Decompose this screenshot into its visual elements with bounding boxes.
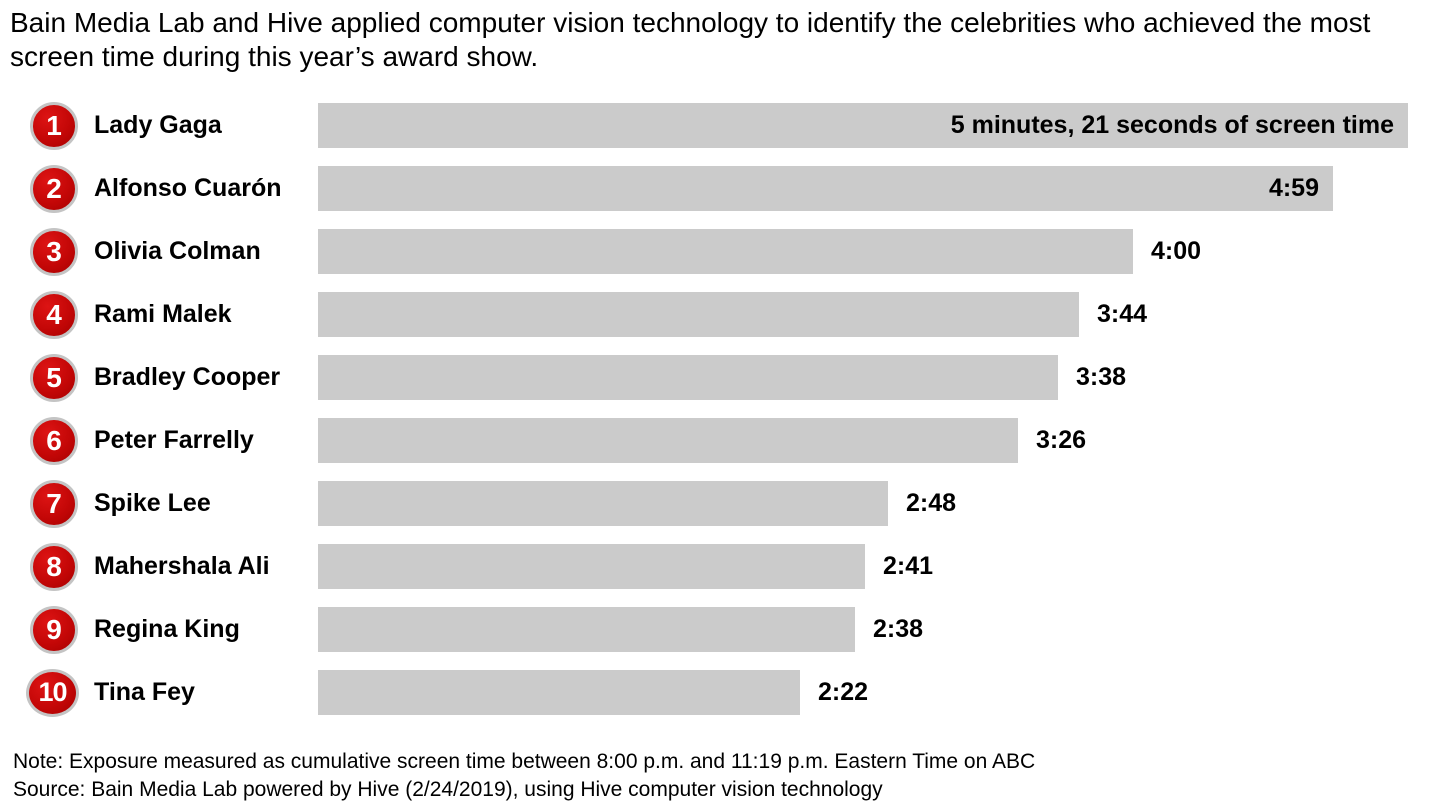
bar-track: 2:41: [318, 544, 1408, 589]
source-line: Source: Bain Media Lab powered by Hive (…: [13, 778, 883, 801]
rank-badge: 6: [30, 416, 78, 465]
bar-track: 2:22: [318, 670, 1408, 715]
celebrity-name: Tina Fey: [94, 678, 195, 706]
screen-time-bar: [318, 355, 1058, 400]
screen-time-label: 2:41: [883, 552, 934, 580]
celebrity-name: Mahershala Ali: [94, 552, 270, 580]
note-line: Note: Exposure measured as cumulative sc…: [13, 750, 1036, 773]
celebrity-name: Spike Lee: [94, 489, 211, 517]
chart-row: 6 Peter Farrelly 3:26: [0, 409, 1440, 472]
screen-time-label: 3:44: [1097, 300, 1148, 328]
screen-time-label: 3:38: [1076, 363, 1127, 391]
rank-badge: 5: [30, 353, 78, 402]
screen-time-bar: [318, 481, 888, 526]
chart-title: Bain Media Lab and Hive applied computer…: [10, 7, 1371, 72]
rank-badge: 4: [30, 290, 78, 339]
celebrity-name: Olivia Colman: [94, 237, 261, 265]
bar-track: 2:38: [318, 607, 1408, 652]
chart-row: 5 Bradley Cooper 3:38: [0, 346, 1440, 409]
screen-time-bar: [318, 670, 800, 715]
celebrity-name: Lady Gaga: [94, 111, 222, 139]
celebrity-name: Bradley Cooper: [94, 363, 281, 391]
chart-row: 8 Mahershala Ali 2:41: [0, 535, 1440, 598]
rank-badge: 1: [30, 101, 78, 150]
chart-row: 7 Spike Lee 2:48: [0, 472, 1440, 535]
bar-track: 3:38: [318, 355, 1408, 400]
celebrity-name: Regina King: [94, 615, 240, 643]
chart-row: 10 Tina Fey 2:22: [0, 661, 1440, 724]
chart-row: 9 Regina King 2:38: [0, 598, 1440, 661]
screen-time-bar: [318, 229, 1133, 274]
rank-badge: 9: [30, 605, 78, 654]
chart-row: 1 Lady Gaga 5 minutes, 21 seconds of scree…: [0, 94, 1440, 157]
bar-track: 4:59: [318, 166, 1408, 211]
screen-time-label: 3:26: [1036, 426, 1087, 454]
chart-footer: Note: Exposure measured as cumulative sc…: [13, 748, 1035, 804]
screen-time-label: 5 minutes, 21 seconds of screen time: [950, 111, 1394, 139]
screen-time-label: 4:59: [1268, 174, 1319, 202]
rank-badge: 10: [26, 668, 79, 717]
bar-track: 5 minutes, 21 seconds of screen time: [318, 103, 1408, 148]
chart-row: 2 Alfonso Cuarón 4:59: [0, 157, 1440, 220]
screen-time-label: 2:48: [906, 489, 957, 517]
screen-time-bar: [318, 103, 1408, 148]
rank-badge: 3: [30, 227, 78, 276]
chart-row: 4 Rami Malek 3:44: [0, 283, 1440, 346]
bar-track: 2:48: [318, 481, 1408, 526]
screen-time-bar: [318, 166, 1333, 211]
screen-time-bar: [318, 544, 865, 589]
screen-time-label: 4:00: [1151, 237, 1202, 265]
celebrity-name: Alfonso Cuarón: [94, 174, 282, 202]
celebrity-name: Peter Farrelly: [94, 426, 254, 454]
screen-time-bar: [318, 292, 1079, 337]
screen-time-bar: [318, 607, 855, 652]
chart-row: 3 Olivia Colman 4:00: [0, 220, 1440, 283]
bar-track: 3:44: [318, 292, 1408, 337]
bar-track: 3:26: [318, 418, 1408, 463]
rank-badge: 7: [30, 479, 78, 528]
bar-track: 4:00: [318, 229, 1408, 274]
rank-badge: 2: [30, 164, 78, 213]
screen-time-label: 2:38: [873, 615, 924, 643]
bar-chart: 1 Lady Gaga 5 minutes, 21 seconds of scree…: [0, 94, 1440, 724]
screen-time-label: 2:22: [818, 678, 869, 706]
celebrity-name: Rami Malek: [94, 300, 232, 328]
screen-time-bar: [318, 418, 1018, 463]
rank-badge: 8: [30, 542, 78, 591]
